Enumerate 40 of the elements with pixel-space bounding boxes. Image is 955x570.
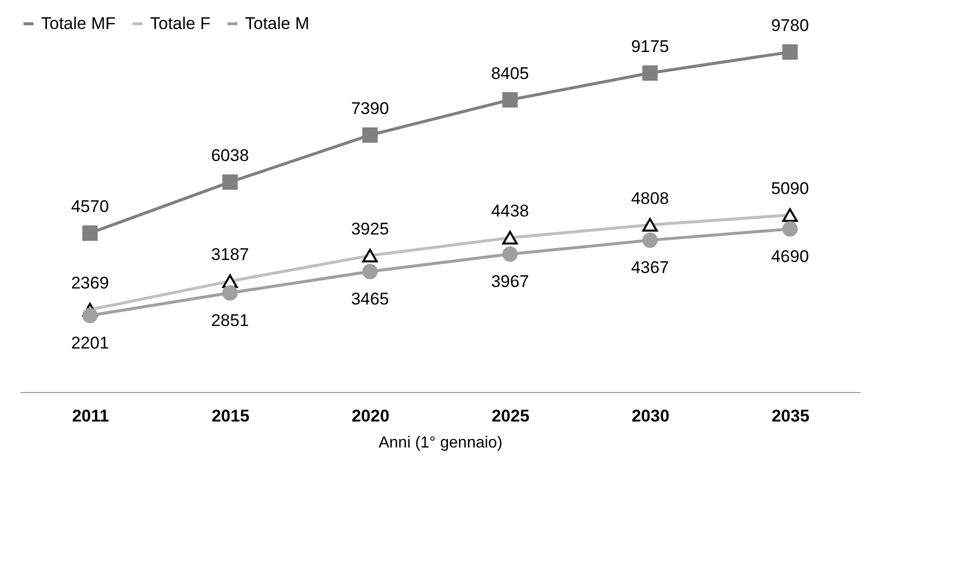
point — [82, 308, 98, 324]
data-label: 3967 — [491, 272, 529, 292]
data-label: 4367 — [631, 258, 669, 278]
x-tick-label: 2011 — [72, 406, 109, 426]
data-label: 4438 — [491, 202, 529, 221]
point — [222, 285, 238, 301]
point — [362, 127, 378, 143]
point — [362, 264, 378, 280]
x-axis-title: Anni (1° gennaio) — [378, 434, 502, 452]
data-label: 6038 — [211, 146, 249, 166]
data-label: 3465 — [351, 290, 389, 309]
data-label: 4570 — [71, 197, 109, 216]
point — [82, 225, 98, 241]
data-label: 3187 — [211, 245, 249, 264]
data-label: 5090 — [771, 179, 809, 198]
data-label: 2369 — [71, 274, 109, 293]
x-tick-label: 2030 — [632, 406, 670, 426]
point — [222, 174, 238, 190]
x-tick-label: 2015 — [212, 406, 250, 426]
x-tick-label: 2020 — [352, 406, 390, 426]
point — [502, 246, 518, 262]
data-label: 2201 — [71, 333, 109, 352]
data-label: 8405 — [491, 64, 529, 83]
data-label: 4808 — [631, 188, 669, 208]
legend-label: Totale F — [150, 14, 210, 33]
point — [782, 221, 798, 237]
data-label: 2851 — [211, 310, 249, 330]
point — [642, 232, 658, 248]
data-label: 4690 — [771, 246, 809, 266]
data-label: 7390 — [351, 99, 389, 118]
point — [502, 92, 518, 108]
legend-label: Totale M — [245, 14, 310, 33]
point — [782, 44, 798, 60]
data-label: 9175 — [631, 37, 669, 56]
x-tick-label: 2025 — [492, 406, 530, 426]
point — [642, 65, 658, 81]
x-tick-label: 2035 — [772, 406, 810, 426]
data-label: 3925 — [351, 220, 389, 239]
legend-label: Totale MF — [41, 14, 116, 33]
data-label: 9780 — [771, 16, 809, 35]
